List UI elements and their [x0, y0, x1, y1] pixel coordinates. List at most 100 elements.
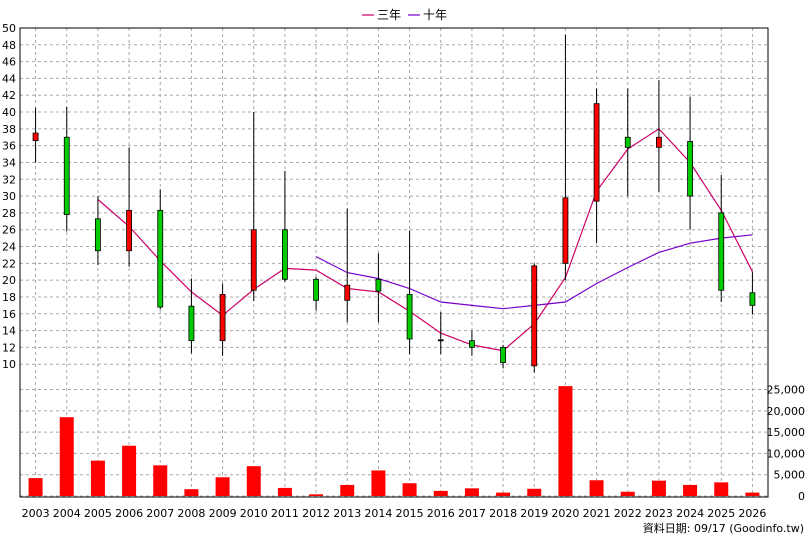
x-tick-label: 2004 [53, 507, 81, 520]
price-tick-label: 40 [2, 106, 16, 119]
x-tick-label: 2003 [22, 507, 50, 520]
candle-body [718, 212, 725, 291]
candle-body [562, 197, 569, 264]
x-tick-label: 2017 [458, 507, 486, 520]
candle-body [437, 339, 444, 342]
volume-bar [683, 484, 698, 496]
legend-label-10yr: 十年 [423, 8, 447, 22]
price-tick-label: 12 [2, 341, 16, 354]
candle-body [500, 346, 506, 363]
x-tick-label: 2025 [707, 507, 735, 520]
price-tick-label: 32 [2, 173, 16, 186]
x-tick-label: 2010 [240, 507, 268, 520]
x-tick-label: 2023 [645, 507, 673, 520]
candle-body [188, 305, 195, 342]
x-tick-label: 2024 [676, 507, 704, 520]
legend: 三年 十年 [362, 8, 447, 22]
candle-body [126, 209, 132, 252]
volume-bar [714, 482, 729, 496]
volume-bar [620, 491, 635, 496]
plot-frame [19, 27, 769, 498]
volume-bar [651, 480, 666, 496]
volume-bar [745, 492, 760, 496]
volume-tick-label: 0 [798, 490, 805, 503]
volume-bar [277, 487, 292, 496]
volume-bar [433, 490, 448, 496]
volume-bar [309, 494, 324, 496]
volume-bar [28, 478, 43, 496]
price-tick-label: 24 [2, 241, 16, 254]
volume-bar [122, 445, 137, 496]
x-tick-label: 2020 [551, 507, 579, 520]
volume-bar [184, 489, 199, 496]
volume-tick-label: 25,000 [767, 384, 806, 397]
x-tick-label: 2006 [115, 507, 143, 520]
price-tick-label: 44 [2, 72, 16, 85]
price-tick-label: 30 [2, 190, 16, 203]
volume-bar [464, 488, 479, 496]
volume-tick-label: 10,000 [767, 447, 806, 460]
x-tick-label: 2026 [738, 507, 766, 520]
candle-body [531, 265, 538, 367]
volume-bar [402, 483, 417, 496]
volume-bar [496, 492, 511, 496]
candle-body [313, 278, 319, 301]
candle-body [375, 278, 382, 292]
x-tick-label: 2015 [396, 507, 424, 520]
x-tick-label: 2016 [427, 507, 455, 520]
volume-bar [215, 477, 230, 496]
volume-bar [558, 386, 573, 496]
legend-label-3yr: 三年 [377, 8, 401, 22]
volume-bar [340, 484, 355, 496]
x-tick-label: 2012 [302, 507, 330, 520]
volume-tick-label: 5,000 [774, 469, 806, 482]
candle-body [63, 136, 70, 215]
price-tick-label: 28 [2, 207, 16, 220]
x-tick-label: 2005 [84, 507, 112, 520]
price-tick-label: 16 [2, 308, 16, 321]
candle-body [157, 209, 164, 308]
volume-tick-label: 20,000 [767, 405, 806, 418]
price-tick-label: 20 [2, 274, 16, 287]
x-tick-label: 2008 [177, 507, 205, 520]
price-tick-label: 14 [2, 325, 16, 338]
candle-body [749, 292, 756, 306]
x-tick-label: 2021 [583, 507, 611, 520]
candle-body [406, 294, 413, 340]
price-tick-label: 34 [2, 156, 16, 169]
price-tick-label: 26 [2, 224, 16, 237]
footer-source: 資料日期: 09/17 (Goodinfo.tw) [643, 521, 804, 535]
candle-body [624, 136, 631, 148]
price-tick-label: 50 [2, 22, 16, 35]
candle-body [95, 218, 101, 252]
candles [32, 34, 756, 373]
volume-tick-label: 15,000 [767, 426, 806, 439]
volume-bar [153, 465, 168, 496]
volume-bar [527, 488, 542, 496]
volume-bar [90, 460, 105, 496]
x-tick-label: 2013 [333, 507, 361, 520]
volume-bar [59, 417, 74, 496]
axes [19, 27, 769, 498]
candle-body [344, 284, 351, 301]
x-tick-label: 2019 [520, 507, 548, 520]
price-tick-label: 42 [2, 89, 16, 102]
series-line [97, 128, 753, 352]
price-tick-label: 38 [2, 123, 16, 136]
price-tick-label: 10 [2, 358, 16, 371]
x-tick-label: 2018 [489, 507, 517, 520]
candle-body [687, 141, 693, 197]
x-tick-label: 2022 [614, 507, 642, 520]
x-tick-label: 2009 [209, 507, 237, 520]
volume-bar [589, 480, 604, 496]
x-tick-label: 2014 [364, 507, 392, 520]
candle-body [250, 229, 257, 291]
x-tick-label: 2011 [271, 507, 299, 520]
price-tick-label: 22 [2, 257, 16, 270]
volume-bar [246, 466, 261, 496]
candle-body [32, 132, 39, 142]
volume-bars [28, 386, 760, 496]
